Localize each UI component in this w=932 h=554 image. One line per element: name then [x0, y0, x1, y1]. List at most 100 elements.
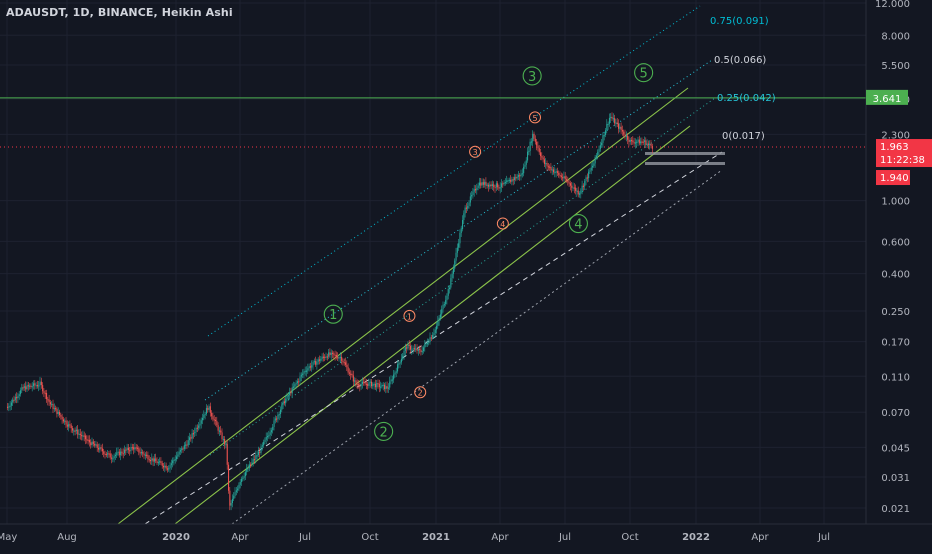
elliott-major-circle: [634, 63, 654, 83]
candle-body: [438, 317, 440, 321]
candle-body: [371, 381, 373, 387]
candle-body: [186, 444, 188, 446]
candle-body: [398, 363, 400, 365]
candle-body: [499, 187, 501, 189]
time-axis-tick: Oct: [621, 532, 638, 543]
elliott-major-label: 2: [379, 425, 387, 440]
candle-body: [339, 356, 341, 359]
time-axis-bg: [0, 524, 932, 550]
candle-body: [450, 278, 452, 288]
candle-body: [554, 171, 556, 174]
price-axis-tick: 2.300: [881, 130, 910, 141]
candle-body: [611, 116, 613, 119]
candle-body: [623, 131, 625, 135]
candle-body: [633, 142, 635, 144]
channel-lower-line: [174, 125, 691, 525]
candle-body: [551, 169, 553, 171]
elliott-major-label: 1: [329, 308, 337, 323]
candle-body: [610, 116, 612, 119]
candle-body: [36, 385, 38, 387]
candle-body: [372, 384, 374, 387]
candle-body: [356, 384, 358, 386]
candle-body: [125, 449, 127, 451]
candle-body: [21, 387, 23, 391]
candle-body: [377, 383, 379, 385]
candle-body: [163, 465, 165, 468]
candle-body: [191, 433, 193, 439]
candle-body: [326, 356, 328, 358]
candle-body: [423, 347, 425, 352]
candle-body: [486, 184, 488, 186]
candle-body: [424, 343, 426, 348]
candle-body: [139, 452, 141, 454]
candle-body: [213, 419, 215, 421]
candle-body: [185, 444, 187, 446]
candle-body: [386, 386, 388, 389]
candle-body: [429, 337, 431, 342]
price-badge-second: [876, 170, 910, 186]
candle-body: [46, 393, 48, 400]
candle-body: [468, 202, 470, 206]
candle-body: [77, 429, 79, 435]
candle-body: [488, 184, 490, 187]
candle-body: [242, 477, 244, 479]
time-axis-tick: Apr: [491, 532, 509, 543]
candle-body: [543, 159, 545, 164]
candle-body: [14, 397, 16, 401]
candle-body: [48, 399, 50, 403]
candle-body: [66, 424, 68, 427]
candle-body: [549, 166, 551, 168]
candle-body: [647, 143, 649, 145]
candle-body: [203, 414, 205, 418]
candle-body: [75, 429, 77, 431]
candle-body: [467, 205, 469, 209]
channel-lower-dotted-line: [231, 169, 723, 525]
candle-body: [31, 386, 33, 388]
candle-body: [342, 360, 344, 363]
candle-body: [455, 252, 457, 261]
candle-body: [91, 441, 93, 446]
candle-body: [255, 455, 257, 460]
price-badge-level: [866, 89, 908, 105]
candle-body: [56, 408, 58, 414]
candle-body: [579, 193, 581, 195]
candle-body: [61, 416, 63, 420]
candle-body: [433, 333, 435, 336]
candle-body: [311, 365, 313, 368]
candle-body: [434, 329, 436, 334]
candle-body: [442, 304, 444, 310]
candle-body: [443, 304, 445, 306]
candle-body: [289, 392, 291, 396]
candle-body: [62, 419, 64, 422]
candle-body: [361, 381, 363, 384]
candle-body: [108, 453, 110, 455]
candle-body: [17, 396, 19, 398]
candle-body: [515, 177, 517, 179]
candle-body: [558, 172, 560, 175]
candle-body: [211, 412, 213, 417]
candle-body: [235, 490, 237, 493]
time-axis-tick: 2020: [162, 532, 190, 543]
candle-body: [381, 384, 383, 387]
candle-body: [469, 196, 471, 203]
candle-body: [608, 117, 610, 124]
elliott-minor-label: 4: [500, 220, 505, 229]
candle-body: [264, 439, 266, 442]
candle-body: [189, 437, 191, 441]
candle-body: [334, 354, 336, 356]
candle-body: [530, 141, 532, 143]
candle-body: [533, 133, 535, 139]
price-axis-tick: 0.070: [881, 408, 910, 419]
candle-body: [641, 141, 643, 143]
candle-body: [83, 435, 85, 437]
candle-body: [575, 187, 577, 191]
candle-body: [78, 433, 80, 435]
fib-channel-0.75-line: [207, 5, 701, 337]
candle-body: [456, 247, 458, 253]
candle-body: [598, 149, 600, 152]
candle-body: [497, 183, 499, 188]
price-axis-tick: 0.021: [881, 504, 910, 515]
candle-body: [397, 364, 399, 372]
